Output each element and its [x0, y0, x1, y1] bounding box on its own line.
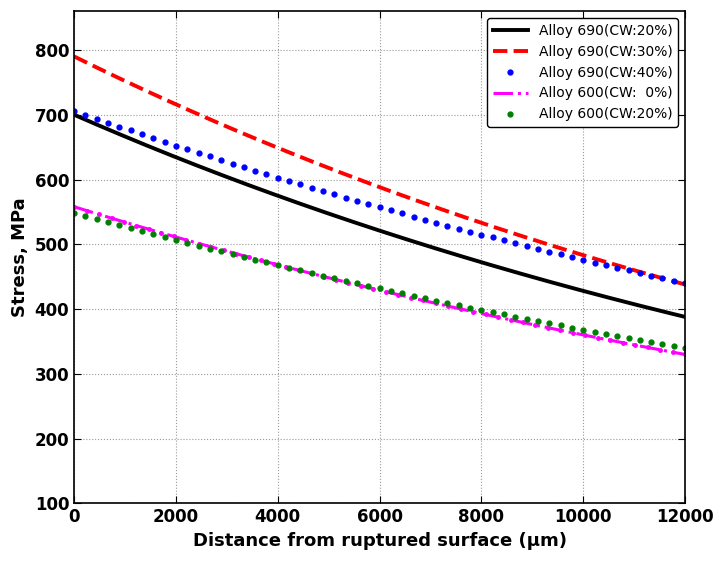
Alloy 600(CW:20%)	[669, 343, 678, 350]
Alloy 600(CW:20%)	[138, 228, 146, 234]
Alloy 600(CW:  0%): (5.29e+03, 443): 0%): (5.29e+03, 443)	[339, 278, 347, 285]
Alloy 600(CW:  0%): (0, 558): 0%): (0, 558)	[70, 204, 78, 210]
Line: Alloy 690(CW:30%): Alloy 690(CW:30%)	[74, 57, 685, 284]
Alloy 690(CW:20%)	[558, 282, 566, 288]
Alloy 690(CW:20%)	[489, 263, 498, 269]
Alloy 600(CW:  0%): (1.2e+04, 330): 0%): (1.2e+04, 330)	[681, 351, 689, 358]
Alloy 600(CW:20%)	[296, 267, 304, 274]
Alloy 690(CW:20%)	[70, 112, 78, 118]
Y-axis label: Stress, MPa: Stress, MPa	[11, 197, 29, 317]
Alloy 690(CW:40%)	[183, 146, 191, 153]
Alloy 690(CW:30%)	[489, 223, 498, 230]
Alloy 600(CW:  0%): (4.85e+03, 451): 0%): (4.85e+03, 451)	[317, 273, 326, 279]
X-axis label: Distance from ruptured surface (μm): Distance from ruptured surface (μm)	[193, 532, 567, 550]
Alloy 690(CW:40%)	[70, 108, 78, 114]
Alloy 600(CW:20%)	[681, 344, 689, 351]
Alloy 690(CW:30%)	[681, 281, 689, 288]
Alloy 690(CW:30%)	[317, 162, 326, 168]
Line: Alloy 690(CW:20%): Alloy 690(CW:20%)	[74, 115, 685, 317]
Alloy 690(CW:20%)	[132, 138, 141, 145]
Alloy 690(CW:30%)	[558, 245, 566, 252]
Alloy 690(CW:20%)	[681, 314, 689, 320]
Alloy 690(CW:20%)	[339, 215, 347, 222]
Alloy 690(CW:40%)	[217, 157, 225, 163]
Alloy 690(CW:20%)	[317, 208, 326, 214]
Alloy 690(CW:30%)	[132, 83, 141, 90]
Line: Alloy 600(CW:20%): Alloy 600(CW:20%)	[70, 208, 690, 353]
Alloy 600(CW:20%)	[183, 240, 191, 246]
Alloy 600(CW:  0%): (1.23e+03, 529): 0%): (1.23e+03, 529)	[132, 222, 141, 229]
Alloy 690(CW:30%)	[546, 242, 555, 249]
Legend: Alloy 690(CW:20%), Alloy 690(CW:30%), Alloy 690(CW:40%), Alloy 600(CW:  0%), All: Alloy 690(CW:20%), Alloy 690(CW:30%), Al…	[487, 18, 678, 127]
Alloy 690(CW:40%)	[296, 181, 304, 188]
Alloy 690(CW:30%)	[70, 53, 78, 60]
Alloy 600(CW:20%)	[613, 333, 621, 339]
Alloy 690(CW:40%)	[613, 264, 621, 271]
Alloy 600(CW:20%)	[70, 209, 78, 216]
Alloy 600(CW:20%)	[217, 248, 225, 255]
Alloy 690(CW:30%)	[339, 170, 347, 177]
Alloy 600(CW:  0%): (9.57e+03, 367): 0%): (9.57e+03, 367)	[558, 327, 566, 334]
Alloy 690(CW:20%)	[546, 279, 555, 286]
Line: Alloy 690(CW:40%): Alloy 690(CW:40%)	[70, 106, 690, 288]
Alloy 600(CW:  0%): (8.24e+03, 389): 0%): (8.24e+03, 389)	[489, 313, 498, 320]
Line: Alloy 600(CW:  0%): Alloy 600(CW: 0%)	[74, 207, 685, 355]
Alloy 690(CW:40%)	[138, 131, 146, 137]
Alloy 690(CW:40%)	[681, 280, 689, 287]
Alloy 690(CW:40%)	[669, 277, 678, 284]
Alloy 600(CW:  0%): (9.36e+03, 370): 0%): (9.36e+03, 370)	[546, 325, 555, 332]
